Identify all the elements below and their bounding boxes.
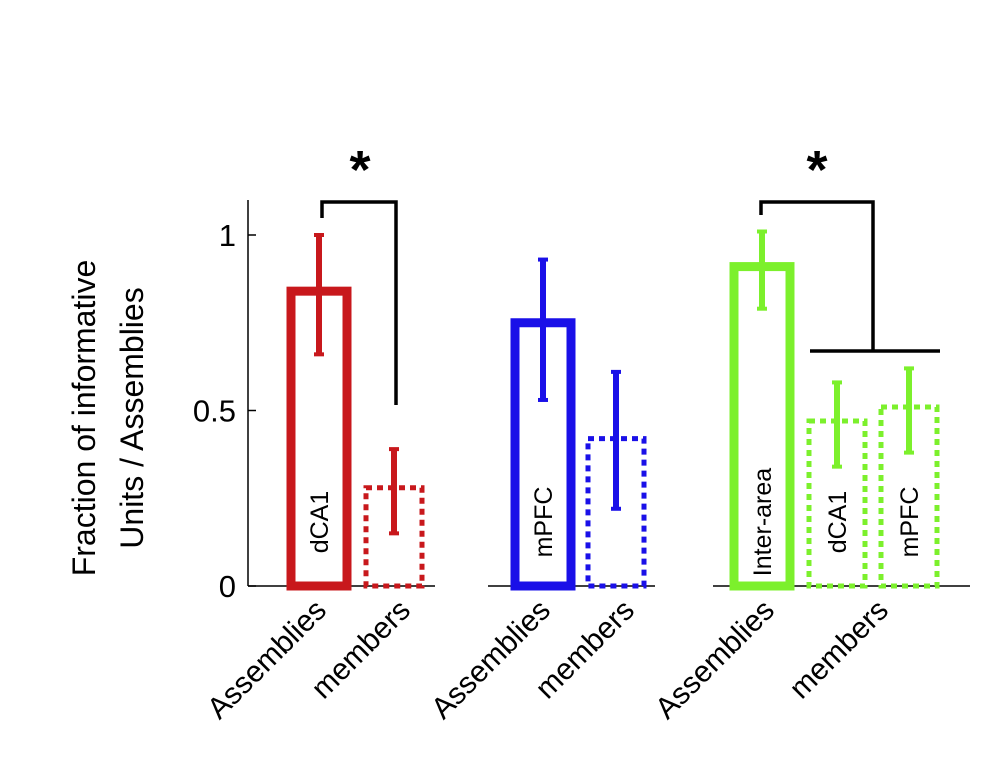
significance-marker: *: [349, 140, 370, 200]
bar-label: mPFC: [896, 487, 924, 558]
y-axis-label-line-1: Fraction of informative: [66, 260, 102, 577]
bar-label: dCA1: [306, 491, 334, 554]
x-tick-label: members: [783, 594, 895, 706]
bar-label: Inter-area: [749, 468, 777, 576]
significance-bracket: [759, 200, 875, 351]
x-tick-label: Assemblies: [201, 594, 333, 726]
y-tick-label: 0.5: [193, 394, 236, 429]
y-tick-label: 0: [219, 569, 236, 604]
y-axis-label-line-2: Units / Assemblies: [114, 287, 150, 548]
y-tick-label: 1: [219, 218, 236, 253]
x-tick-label: Assemblies: [425, 594, 557, 726]
x-tick-label: Assemblies: [649, 594, 781, 726]
plot-area: 0 0.5 1 dCA1 mPFC Inter-area dCA1 mPFC Assemblie…: [193, 140, 970, 725]
significance-marker: *: [806, 140, 827, 200]
bar-label: dCA1: [824, 491, 852, 554]
bar-label: mPFC: [530, 487, 558, 558]
significance-bracket: [320, 200, 398, 405]
